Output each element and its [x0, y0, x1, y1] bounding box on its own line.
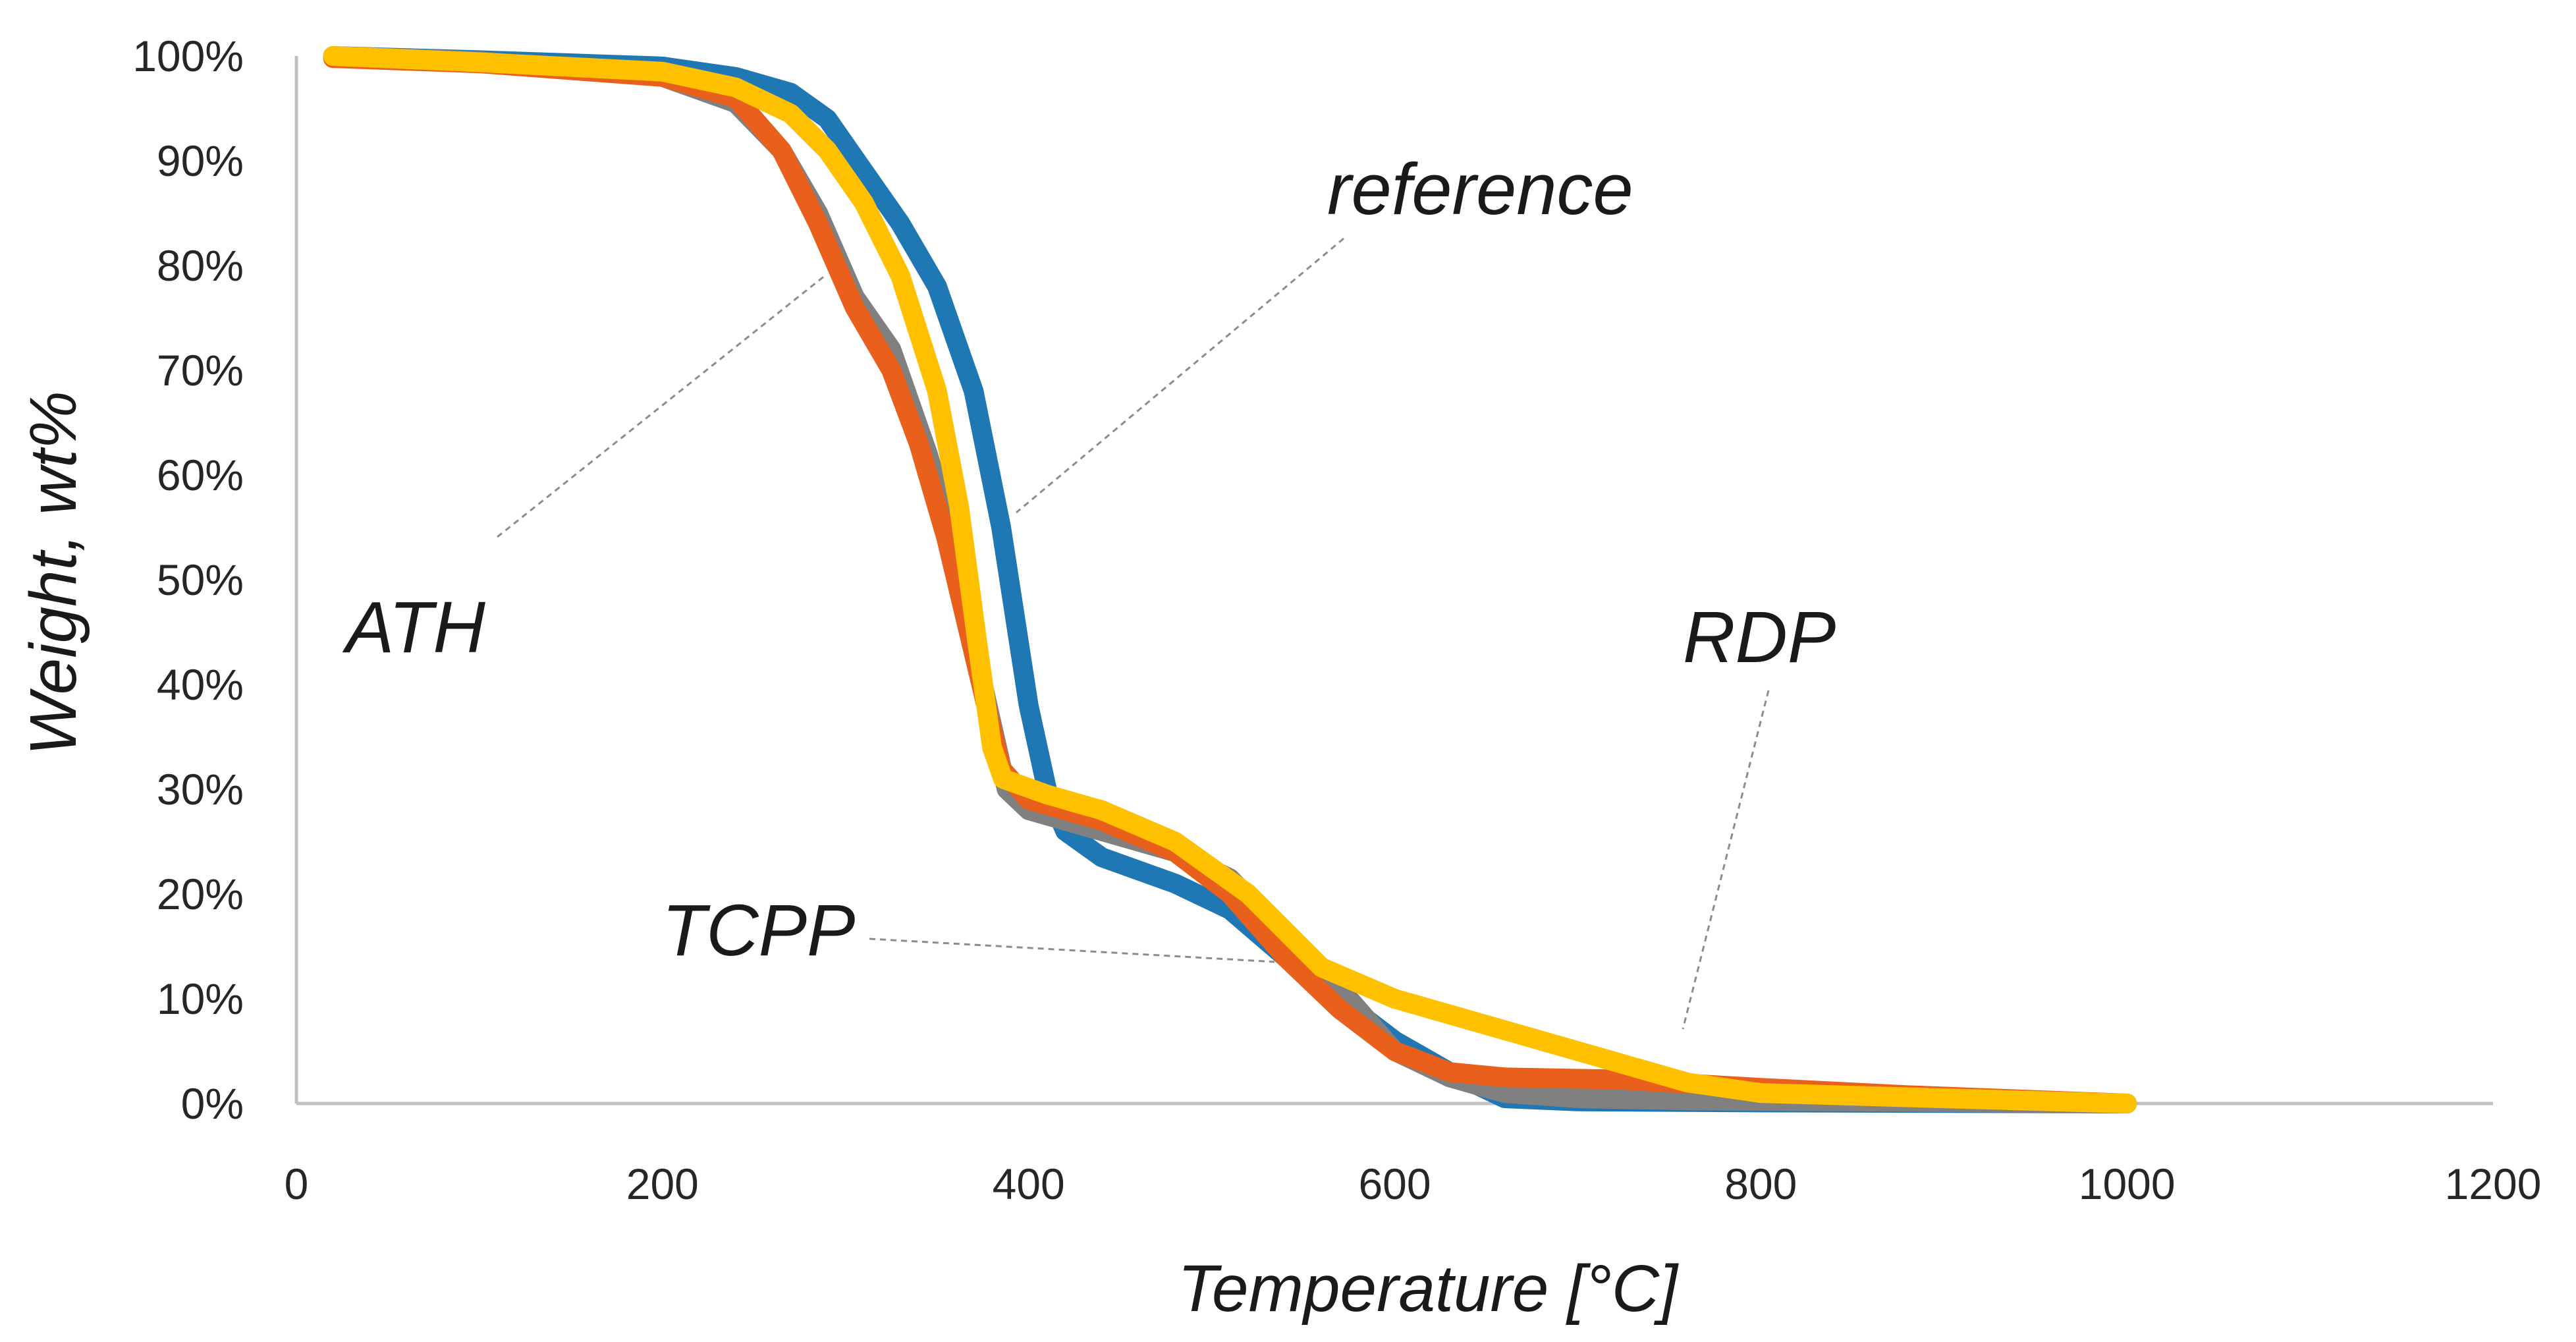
- y-tick-label: 30%: [157, 765, 244, 814]
- x-tick-label: 1200: [2445, 1160, 2542, 1208]
- y-tick-label: 100%: [132, 32, 244, 80]
- y-tick-label: 60%: [157, 451, 244, 499]
- series-line-rdp: [323, 46, 2137, 1113]
- y-tick-label: 10%: [157, 974, 244, 1023]
- y-tick-label: 90%: [157, 136, 244, 185]
- annotation-leaders: [497, 237, 1770, 1030]
- x-tick-label: 1000: [2079, 1160, 2176, 1208]
- y-tick-label: 20%: [157, 870, 244, 918]
- x-tick-labels: 0 200 400 600 800 1000 1200: [285, 1160, 2542, 1208]
- series-label-tcpp: TCPP: [662, 890, 855, 971]
- x-axis-title: Temperature [°C]: [1178, 1252, 1679, 1326]
- x-tick-label: 800: [1724, 1160, 1797, 1208]
- series-label-ath: ATH: [342, 587, 485, 668]
- x-tick-label: 400: [993, 1160, 1065, 1208]
- leader-line-rdp: [1682, 690, 1770, 1030]
- y-tick-labels: 0% 10% 20% 30% 40% 50% 60% 70% 80% 90% 100%: [132, 32, 244, 1128]
- series-line-tcpp: [323, 48, 2137, 1113]
- x-tick-label: 200: [626, 1160, 699, 1208]
- y-tick-label: 70%: [157, 346, 244, 395]
- series-label-reference: reference: [1327, 149, 1633, 230]
- y-tick-label: 0%: [181, 1079, 244, 1128]
- series-line-ath: [323, 46, 2137, 1113]
- y-tick-label: 50%: [157, 555, 244, 604]
- leader-line-reference: [1016, 237, 1344, 514]
- series-line-reference: [323, 46, 2137, 1113]
- leader-line-tcpp: [869, 937, 1275, 963]
- y-axis-title: Weight, wt%: [16, 391, 90, 756]
- leader-line-ath: [497, 274, 826, 538]
- series-lines: [323, 46, 2137, 1113]
- x-tick-label: 0: [285, 1160, 309, 1208]
- series-label-rdp: RDP: [1683, 597, 1836, 678]
- y-tick-label: 80%: [157, 241, 244, 290]
- x-tick-label: 600: [1358, 1160, 1431, 1208]
- y-tick-label: 40%: [157, 660, 244, 709]
- series-labels: reference ATH TCPP RDP: [342, 149, 1836, 971]
